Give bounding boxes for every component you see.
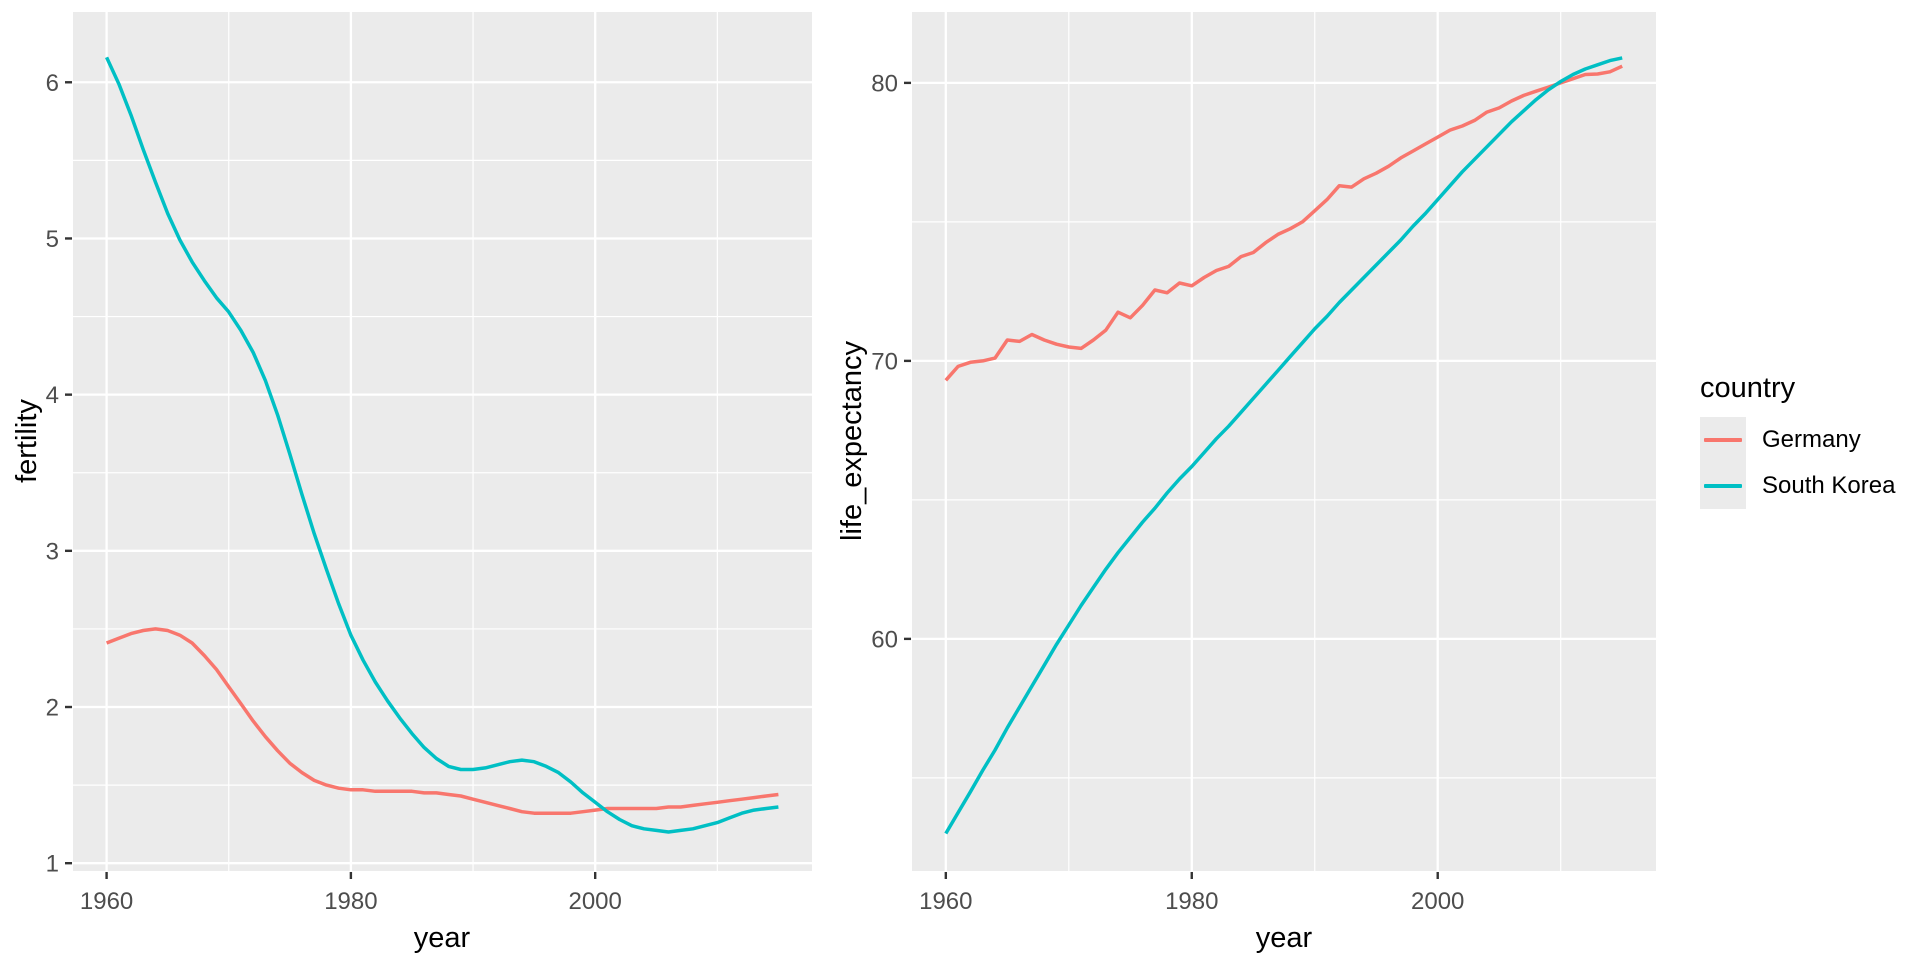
x-tick-label: 1960	[80, 888, 133, 915]
legend-key	[1700, 417, 1746, 463]
x-tick-label: 1960	[919, 888, 972, 915]
x-tick-label: 1980	[324, 888, 377, 915]
legend-key	[1700, 463, 1746, 509]
legend-item-label: South Korea	[1762, 472, 1896, 499]
legend-key-line-germany	[1704, 438, 1742, 442]
right-chart: 60 70 80 1960 1980 2000	[871, 12, 1656, 915]
series-line-south-korea	[944, 56, 1623, 835]
y-axis-title-life-expectancy: life_expectancy	[836, 341, 868, 541]
y-tick-label: 70	[871, 348, 898, 375]
legend-key-line-south-korea	[1704, 484, 1742, 488]
legend: country Germany South Korea	[1700, 372, 1895, 509]
y-tick-label: 1	[46, 851, 59, 878]
y-tick-label: 5	[46, 226, 59, 253]
y-tick-label: 6	[46, 70, 59, 97]
series-line-germany	[105, 627, 779, 815]
panel-background	[73, 12, 812, 871]
y-axis-title-fertility: fertility	[11, 399, 43, 483]
x-axis-title-year-right: year	[1255, 922, 1313, 954]
legend-item: Germany	[1700, 417, 1895, 463]
legend-item: South Korea	[1700, 463, 1895, 509]
x-tick-label: 2000	[1411, 888, 1464, 915]
legend-title: country	[1700, 372, 1796, 404]
y-tick-label: 60	[871, 626, 898, 653]
panel-background	[912, 12, 1656, 871]
series-line-germany	[944, 64, 1623, 382]
series-line-south-korea	[105, 56, 779, 834]
y-tick-label: 2	[46, 695, 59, 722]
x-tick-label: 2000	[568, 888, 621, 915]
y-tick-label: 4	[46, 382, 59, 409]
legend-item-label: Germany	[1762, 426, 1861, 453]
x-axis-title-year-left: year	[413, 922, 471, 954]
left-chart: 1 2 3 4 5 6 1960 1980 2000	[46, 12, 812, 915]
y-tick-label: 80	[871, 70, 898, 97]
x-tick-label: 1980	[1165, 888, 1218, 915]
y-tick-label: 3	[46, 538, 59, 565]
